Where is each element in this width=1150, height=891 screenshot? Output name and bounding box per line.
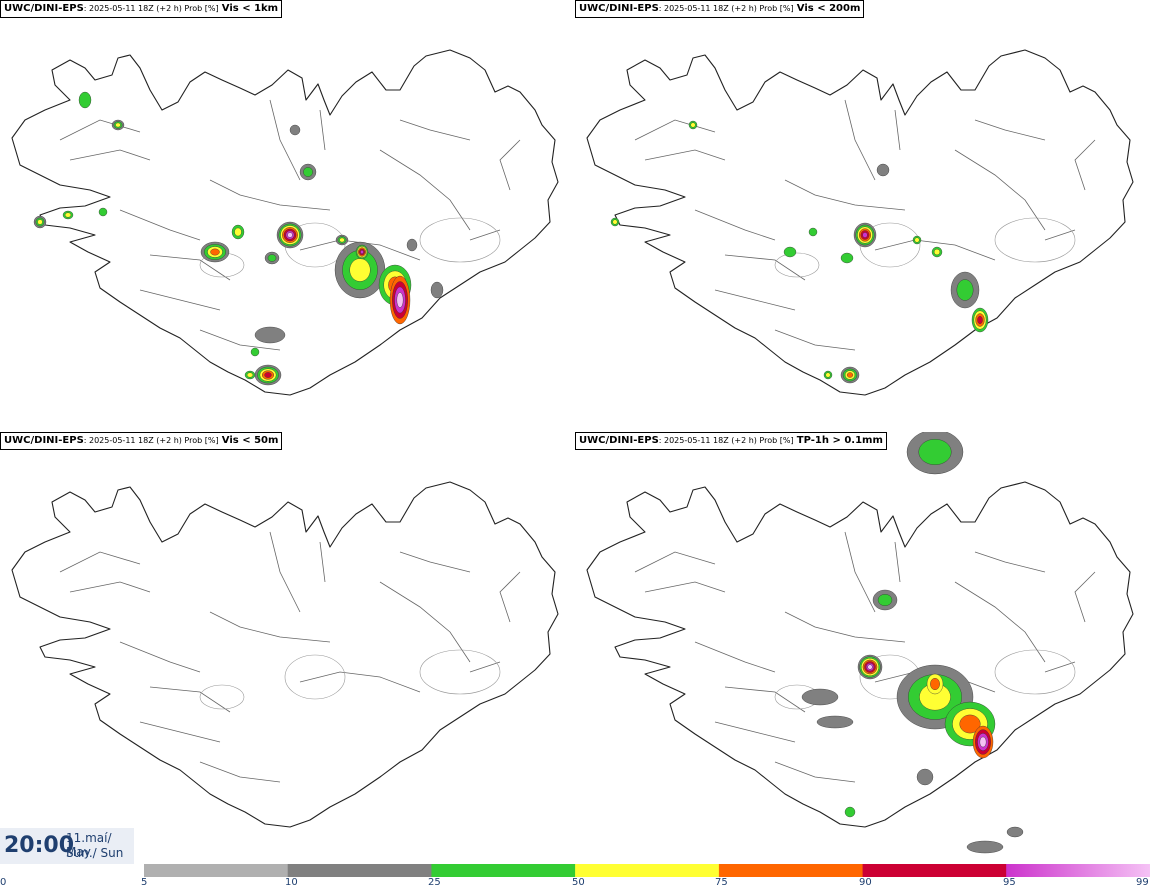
run-info: : 2025-05-11 18Z (+2 h) Prob [%] [83,436,219,445]
probability-contour [287,232,293,238]
probability-contour [64,212,72,218]
probability-contour [844,806,856,818]
map-panel-vis-50m: UWC/DINI-EPS: 2025-05-11 18Z (+2 h) Prob… [0,432,575,862]
probability-contour [360,249,364,254]
probability-contour [966,840,1004,854]
colorbar-tick-label: 10 [285,877,298,888]
probability-contour [840,252,854,264]
colorbar-segment [144,864,289,877]
probability-contour [98,207,108,217]
colorbar-tick-label: 99 [1136,877,1149,888]
valid-hour: 20:00 [4,833,75,858]
probability-contour [264,372,272,378]
colorbar-segment [431,864,576,877]
valid-date: 11.maí/ May [66,831,112,859]
run-info: : 2025-05-11 18Z (+2 h) Prob [%] [658,436,794,445]
model-name: UWC/DINI-EPS [579,3,659,14]
probability-contour [339,237,345,243]
probability-contour [254,326,286,344]
probability-contour [612,219,618,225]
probability-contour [78,91,92,109]
probability-contour [801,688,839,706]
probability-contour [914,237,920,243]
probability-contour [250,347,260,357]
probability-contour [115,122,121,128]
probability-contour [867,664,873,670]
probability-contour [933,248,941,256]
colorbar-tick-label: 0 [0,877,7,888]
probability-contour [37,219,43,225]
iceland-map [11,49,559,396]
variable-name: Vis < 50m [221,435,279,446]
probability-contour [267,254,277,262]
colorbar-segment [287,864,432,877]
variable-name: Vis < 1km [221,3,279,14]
panel-label: UWC/DINI-EPS: 2025-05-11 18Z (+2 h) Prob… [575,0,865,18]
model-name: UWC/DINI-EPS [4,435,84,446]
map-panel-vis-200m: UWC/DINI-EPS: 2025-05-11 18Z (+2 h) Prob… [575,0,1150,430]
probability-contour [210,248,220,256]
colorbar-segment [862,864,1007,877]
probability-contour [430,281,444,299]
colorbar-tick-label: 90 [859,877,872,888]
iceland-map [11,481,559,828]
colorbar-tick-label: 95 [1003,877,1016,888]
probability-contour [808,227,818,237]
probability-colorbar [144,864,1150,877]
panel-label: UWC/DINI-EPS: 2025-05-11 18Z (+2 h) Prob… [0,0,283,18]
probability-contour [289,124,301,136]
valid-weekday: Sun./ Sun [66,846,124,860]
model-name: UWC/DINI-EPS [579,435,659,446]
probability-contour [876,163,890,177]
map-panel-tp-1h: UWC/DINI-EPS: 2025-05-11 18Z (+2 h) Prob… [575,432,1150,862]
probability-contour [862,232,868,238]
colorbar-tick-label: 50 [572,877,585,888]
panel-label: UWC/DINI-EPS: 2025-05-11 18Z (+2 h) Prob… [575,432,887,450]
probability-contour [303,167,313,177]
probability-contour [918,438,952,466]
probability-contour [783,246,797,258]
probability-contour [396,292,404,308]
probability-contour [349,258,371,282]
probability-contour [234,227,242,237]
colorbar-tick-label: 5 [141,877,148,888]
probability-contour [406,238,418,252]
variable-name: Vis < 200m [796,3,861,14]
colorbar-segment [1006,864,1150,877]
probability-contour [956,279,974,301]
run-info: : 2025-05-11 18Z (+2 h) Prob [%] [658,4,794,13]
probability-contour [846,372,854,378]
iceland-map [586,432,1134,854]
valid-time-box: 20:00 11.maí/ May Sun./ Sun [0,828,134,864]
probability-contour [816,715,854,729]
colorbar-tick-label: 25 [428,877,441,888]
probability-contour [959,714,981,734]
map-panel-vis-1km: UWC/DINI-EPS: 2025-05-11 18Z (+2 h) Prob… [0,0,575,430]
colorbar-segment [575,864,720,877]
variable-name: TP-1h > 0.1mm [796,435,883,446]
probability-contour [825,372,831,378]
iceland-map [586,49,1134,396]
probability-contour [1006,826,1024,838]
panel-label: UWC/DINI-EPS: 2025-05-11 18Z (+2 h) Prob… [0,432,283,450]
probability-contour [979,736,987,748]
probability-contour [977,316,983,325]
probability-contour [877,593,893,606]
colorbar-segment [718,864,864,877]
probability-contour [916,768,934,786]
model-name: UWC/DINI-EPS [4,3,84,14]
run-info: : 2025-05-11 18Z (+2 h) Prob [%] [83,4,219,13]
probability-contour [690,122,696,128]
probability-contour [930,677,940,690]
colorbar-tick-label: 75 [715,877,728,888]
probability-contour [246,372,254,378]
